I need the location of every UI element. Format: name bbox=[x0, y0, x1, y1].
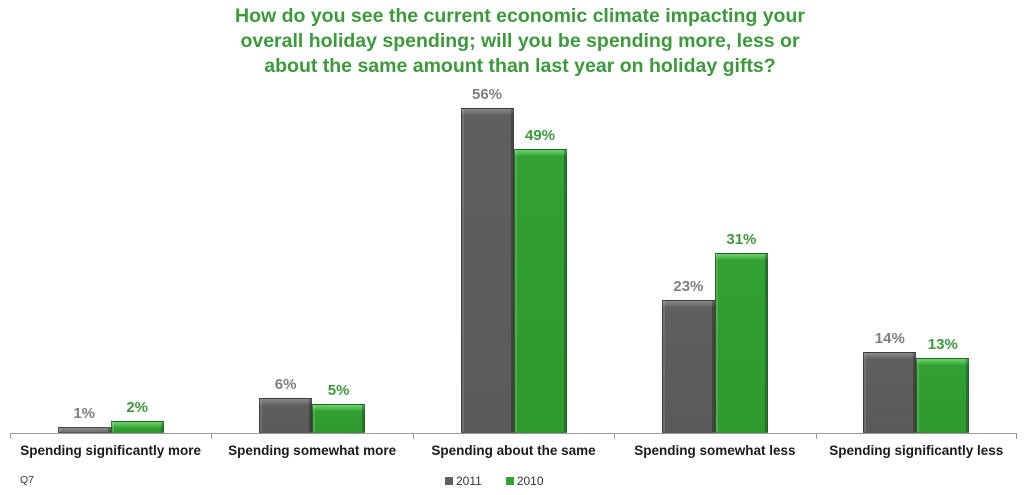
x-axis-tick bbox=[10, 433, 11, 439]
bar-2011-3 bbox=[661, 299, 715, 433]
legend-label-2011: 2011 bbox=[456, 474, 482, 488]
bar-2011-4 bbox=[863, 351, 917, 433]
data-label-2010-1: 5% bbox=[327, 382, 350, 399]
legend-item-2010: 2010 bbox=[505, 474, 544, 488]
category-label: Spending somewhat less bbox=[634, 443, 796, 458]
bar-2010-3 bbox=[714, 253, 768, 433]
bar-2010-4 bbox=[916, 357, 970, 433]
x-axis-tick bbox=[211, 433, 213, 439]
category-label: Spending significantly less bbox=[829, 443, 1004, 458]
legend-label-2010: 2010 bbox=[516, 474, 544, 488]
data-label-2011-3: 23% bbox=[673, 277, 704, 295]
x-axis-line bbox=[10, 433, 1017, 434]
bar-2010-1 bbox=[312, 404, 366, 433]
chart-title-line-1: How do you see the current economic clim… bbox=[235, 5, 805, 27]
footnote: Q7 bbox=[20, 474, 35, 486]
data-label-2010-4: 13% bbox=[927, 335, 958, 353]
data-label-2010-2: 49% bbox=[524, 126, 556, 144]
bar-2011-0 bbox=[57, 427, 111, 433]
x-axis-tick bbox=[614, 433, 616, 439]
legend-item-2011: 2011 bbox=[445, 474, 482, 488]
chart-title-line-2: overall holiday spending; will you be sp… bbox=[240, 30, 800, 52]
chart-title: How do you see the current economic clim… bbox=[150, 4, 890, 79]
x-axis-tick bbox=[1016, 433, 1017, 439]
data-label-2011-2: 56% bbox=[471, 86, 503, 104]
data-label-2010-0: 2% bbox=[126, 399, 149, 417]
chart-title-line-3: about the same amount than last year on … bbox=[264, 55, 776, 77]
x-axis-tick bbox=[815, 433, 817, 439]
data-label-2010-3: 31% bbox=[726, 231, 757, 249]
bar-2010-2 bbox=[513, 148, 567, 433]
category-label: Spending significantly more bbox=[20, 443, 202, 458]
category-label: Spending about the same bbox=[431, 443, 596, 458]
legend: 2011 2010 bbox=[445, 474, 544, 488]
bar-2010-0 bbox=[110, 421, 164, 433]
x-axis-tick bbox=[412, 433, 414, 439]
legend-swatch-2010 bbox=[505, 477, 514, 485]
bar-2011-2 bbox=[460, 108, 514, 433]
category-label: Spending somewhat more bbox=[228, 443, 397, 458]
data-label-2011-4: 14% bbox=[874, 329, 905, 347]
bar-2011-1 bbox=[259, 398, 313, 433]
legend-swatch-2011 bbox=[445, 477, 453, 485]
data-label-2011-1: 6% bbox=[274, 376, 297, 394]
data-label-2011-0: 1% bbox=[73, 405, 96, 423]
